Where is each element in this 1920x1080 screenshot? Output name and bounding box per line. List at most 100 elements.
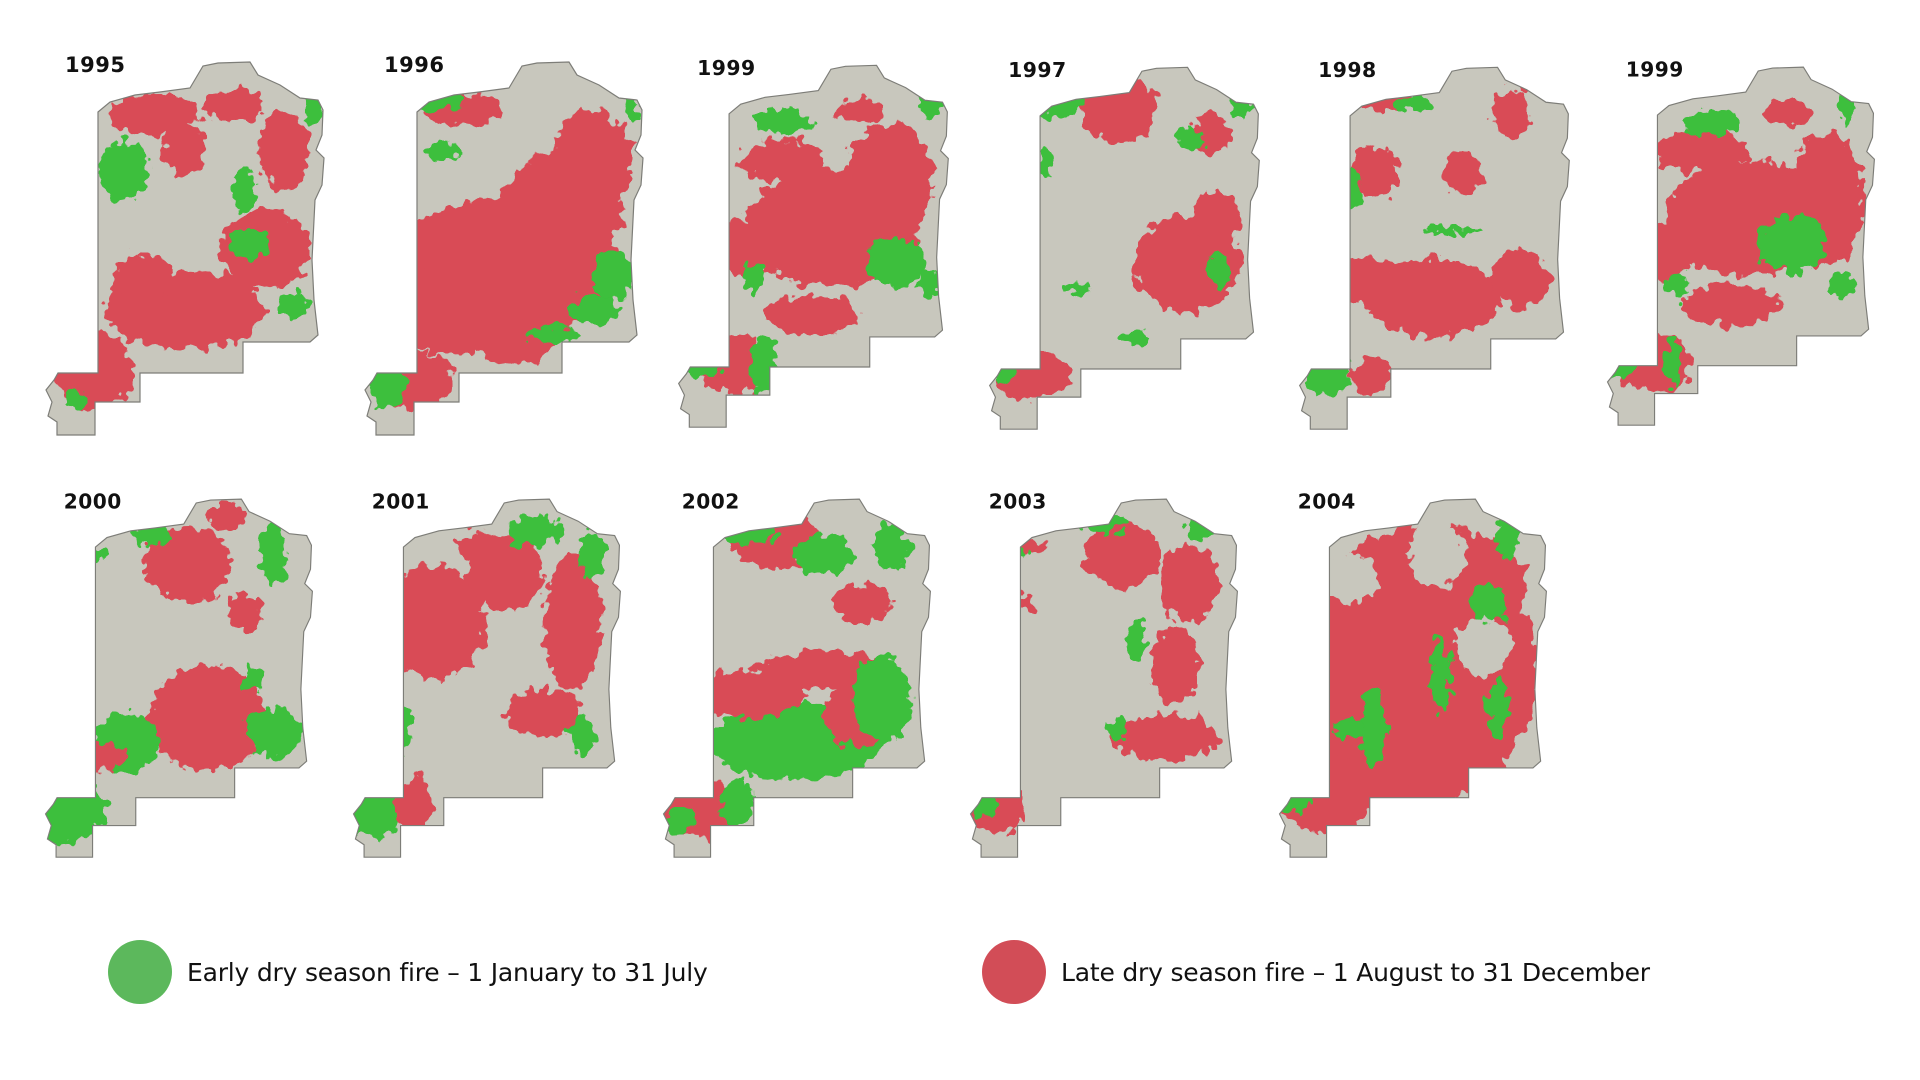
early-fire-area bbox=[377, 698, 413, 757]
early-fire-area bbox=[593, 250, 633, 300]
late-fire-area bbox=[834, 583, 892, 622]
late-fire-area bbox=[1365, 259, 1502, 337]
early-fire-area bbox=[243, 668, 267, 692]
year-label: 1999 bbox=[697, 56, 756, 80]
late-fire-area bbox=[1160, 545, 1219, 622]
early-fire-area bbox=[1127, 620, 1147, 663]
early-fire-area bbox=[279, 293, 309, 317]
late-fire-area bbox=[144, 526, 231, 603]
early-fire-area bbox=[403, 90, 463, 110]
legend-label-late: Late dry season fire – 1 August to 31 De… bbox=[1061, 957, 1650, 987]
early-fire-area bbox=[1469, 583, 1508, 622]
year-label: 2004 bbox=[1297, 490, 1356, 514]
early-fire-area bbox=[1394, 96, 1434, 112]
late-fire-area bbox=[553, 110, 633, 210]
late-fire-area bbox=[1112, 713, 1219, 762]
early-fire-area bbox=[1759, 214, 1827, 272]
late-fire-area bbox=[423, 94, 503, 126]
map-panel-1998: 1998 bbox=[1288, 46, 1579, 434]
early-fire-area bbox=[681, 350, 721, 378]
late-fire-area bbox=[1151, 626, 1199, 704]
early-fire-area bbox=[99, 140, 149, 200]
late-fire-area bbox=[1443, 150, 1482, 194]
late-fire-area bbox=[1079, 75, 1158, 143]
map-panel-1995: 1995 bbox=[34, 40, 334, 440]
late-fire-area bbox=[836, 98, 886, 126]
map-panel-1997: 1997 bbox=[978, 46, 1269, 434]
late-fire-area bbox=[114, 255, 174, 305]
year-label: 2002 bbox=[681, 490, 740, 514]
late-fire-area bbox=[204, 87, 264, 123]
map-panel-1996: 1996 bbox=[353, 40, 653, 440]
fire-scar-map bbox=[988, 66, 1260, 430]
year-label: 1995 bbox=[65, 53, 126, 77]
early-fire-area bbox=[1665, 338, 1681, 387]
early-fire-area bbox=[666, 804, 696, 834]
fire-scar-map bbox=[44, 498, 313, 858]
map-panel-1999: 1999 bbox=[1596, 46, 1884, 430]
year-label: 1998 bbox=[1318, 58, 1377, 82]
map-panel-2003: 2003 bbox=[959, 478, 1247, 862]
early-fire-area bbox=[505, 515, 563, 547]
unburnt-area bbox=[1407, 521, 1465, 589]
late-fire-area bbox=[1351, 356, 1390, 396]
fire-scar-map bbox=[45, 61, 325, 436]
map-panel-1999: 1999 bbox=[667, 44, 958, 432]
early-fire-area bbox=[568, 295, 618, 325]
fire-scar-map bbox=[677, 64, 949, 428]
map-panel-2002: 2002 bbox=[652, 478, 940, 862]
early-fire-area bbox=[917, 268, 941, 296]
year-label: 2000 bbox=[63, 490, 122, 514]
late-fire-area bbox=[259, 110, 309, 190]
map-panel-2001: 2001 bbox=[342, 478, 630, 862]
early-fire-area bbox=[64, 392, 84, 408]
legend-item-early: Early dry season fire – 1 January to 31 … bbox=[108, 940, 708, 1004]
early-fire-area bbox=[1836, 86, 1856, 121]
late-fire-area bbox=[1412, 727, 1508, 786]
early-fire-area bbox=[865, 238, 925, 287]
early-fire-area bbox=[1003, 549, 1031, 561]
late-fire-swatch-icon bbox=[982, 940, 1046, 1004]
year-label: 1999 bbox=[1625, 58, 1684, 82]
early-fire-area bbox=[874, 521, 910, 570]
late-fire-area bbox=[739, 139, 828, 182]
early-fire-area bbox=[1107, 718, 1127, 738]
early-fire-area bbox=[970, 790, 997, 818]
late-fire-area bbox=[457, 530, 496, 560]
early-fire-area bbox=[1118, 329, 1148, 345]
early-fire-area bbox=[1079, 509, 1127, 533]
late-fire-area bbox=[1491, 89, 1531, 139]
late-fire-area bbox=[380, 564, 486, 680]
fire-scar-map bbox=[969, 498, 1238, 858]
early-fire-swatch-icon bbox=[108, 940, 172, 1004]
early-fire-area bbox=[227, 231, 271, 259]
early-fire-area bbox=[989, 348, 1016, 384]
late-fire-area bbox=[1634, 223, 1692, 282]
early-fire-area bbox=[259, 526, 289, 584]
early-fire-area bbox=[1431, 636, 1451, 714]
late-fire-area bbox=[764, 296, 861, 335]
early-fire-area bbox=[1026, 90, 1085, 118]
fire-scar-map bbox=[364, 61, 644, 436]
late-fire-area bbox=[162, 125, 206, 175]
map-panel-2004: 2004 bbox=[1268, 478, 1556, 862]
late-fire-area bbox=[1083, 521, 1161, 589]
late-fire-area bbox=[416, 564, 440, 584]
legend-label-early: Early dry season fire – 1 January to 31 … bbox=[187, 957, 708, 987]
early-fire-area bbox=[749, 336, 779, 392]
late-fire-area bbox=[1491, 249, 1550, 308]
early-fire-area bbox=[1038, 148, 1054, 176]
late-fire-area bbox=[1007, 537, 1046, 553]
early-fire-area bbox=[232, 170, 256, 210]
late-fire-area bbox=[109, 93, 199, 137]
early-fire-area bbox=[744, 261, 764, 293]
late-fire-area bbox=[1336, 254, 1395, 304]
early-fire-area bbox=[1282, 775, 1312, 814]
early-fire-area bbox=[1362, 689, 1386, 766]
year-label: 1996 bbox=[384, 53, 445, 77]
late-fire-area bbox=[846, 121, 934, 238]
late-fire-area bbox=[77, 742, 126, 771]
late-fire-area bbox=[1279, 756, 1374, 834]
late-fire-area bbox=[149, 665, 265, 771]
early-fire-area bbox=[425, 140, 461, 160]
